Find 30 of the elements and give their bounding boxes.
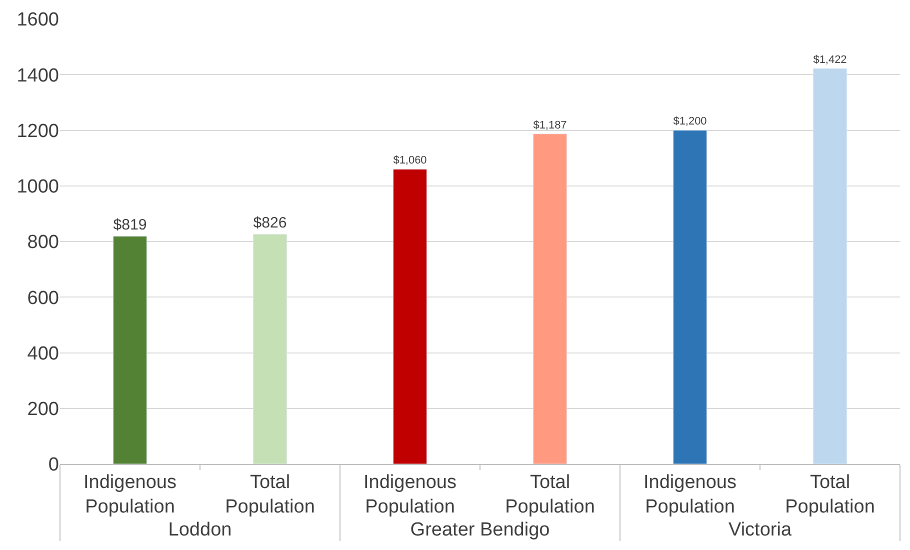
- data-label: $1,200: [673, 116, 707, 128]
- text: Victoria: [728, 520, 792, 540]
- y-tick-label: 800: [27, 232, 59, 254]
- data-label: $1,422: [813, 54, 847, 66]
- bar: [252, 234, 288, 464]
- y-tick-label: 1000: [16, 176, 59, 198]
- bar: [812, 68, 848, 464]
- y-tick-label: 600: [27, 288, 59, 309]
- text: Greater Bendigo: [410, 520, 550, 540]
- data-label: $1,187: [533, 119, 567, 132]
- x-tick-label: Indigenous Population: [364, 472, 456, 518]
- y-tick-label: 1600: [16, 10, 59, 31]
- data-label: $1,060: [393, 154, 427, 167]
- bar: [392, 168, 428, 464]
- y-tick-label: 400: [27, 343, 59, 364]
- data-label: $819: [113, 216, 147, 234]
- y-tick-label: 0: [48, 454, 59, 476]
- x-tick-label: Total Population: [505, 472, 595, 518]
- bar: [112, 236, 148, 464]
- x-tick-label: Indigenous Population: [84, 472, 176, 518]
- bar: [532, 134, 568, 464]
- y-tick-label: 200: [27, 399, 59, 420]
- bar: [672, 130, 708, 464]
- y-tick-label: 1400: [16, 65, 59, 86]
- y-tick-label: 1200: [16, 120, 59, 142]
- x-tick-label: Total Population: [785, 472, 875, 518]
- data-label: $826: [253, 214, 287, 232]
- x-tick-label: Total Population: [225, 472, 315, 518]
- x-tick-label: Indigenous Population: [644, 472, 736, 518]
- text: Loddon: [168, 520, 232, 540]
